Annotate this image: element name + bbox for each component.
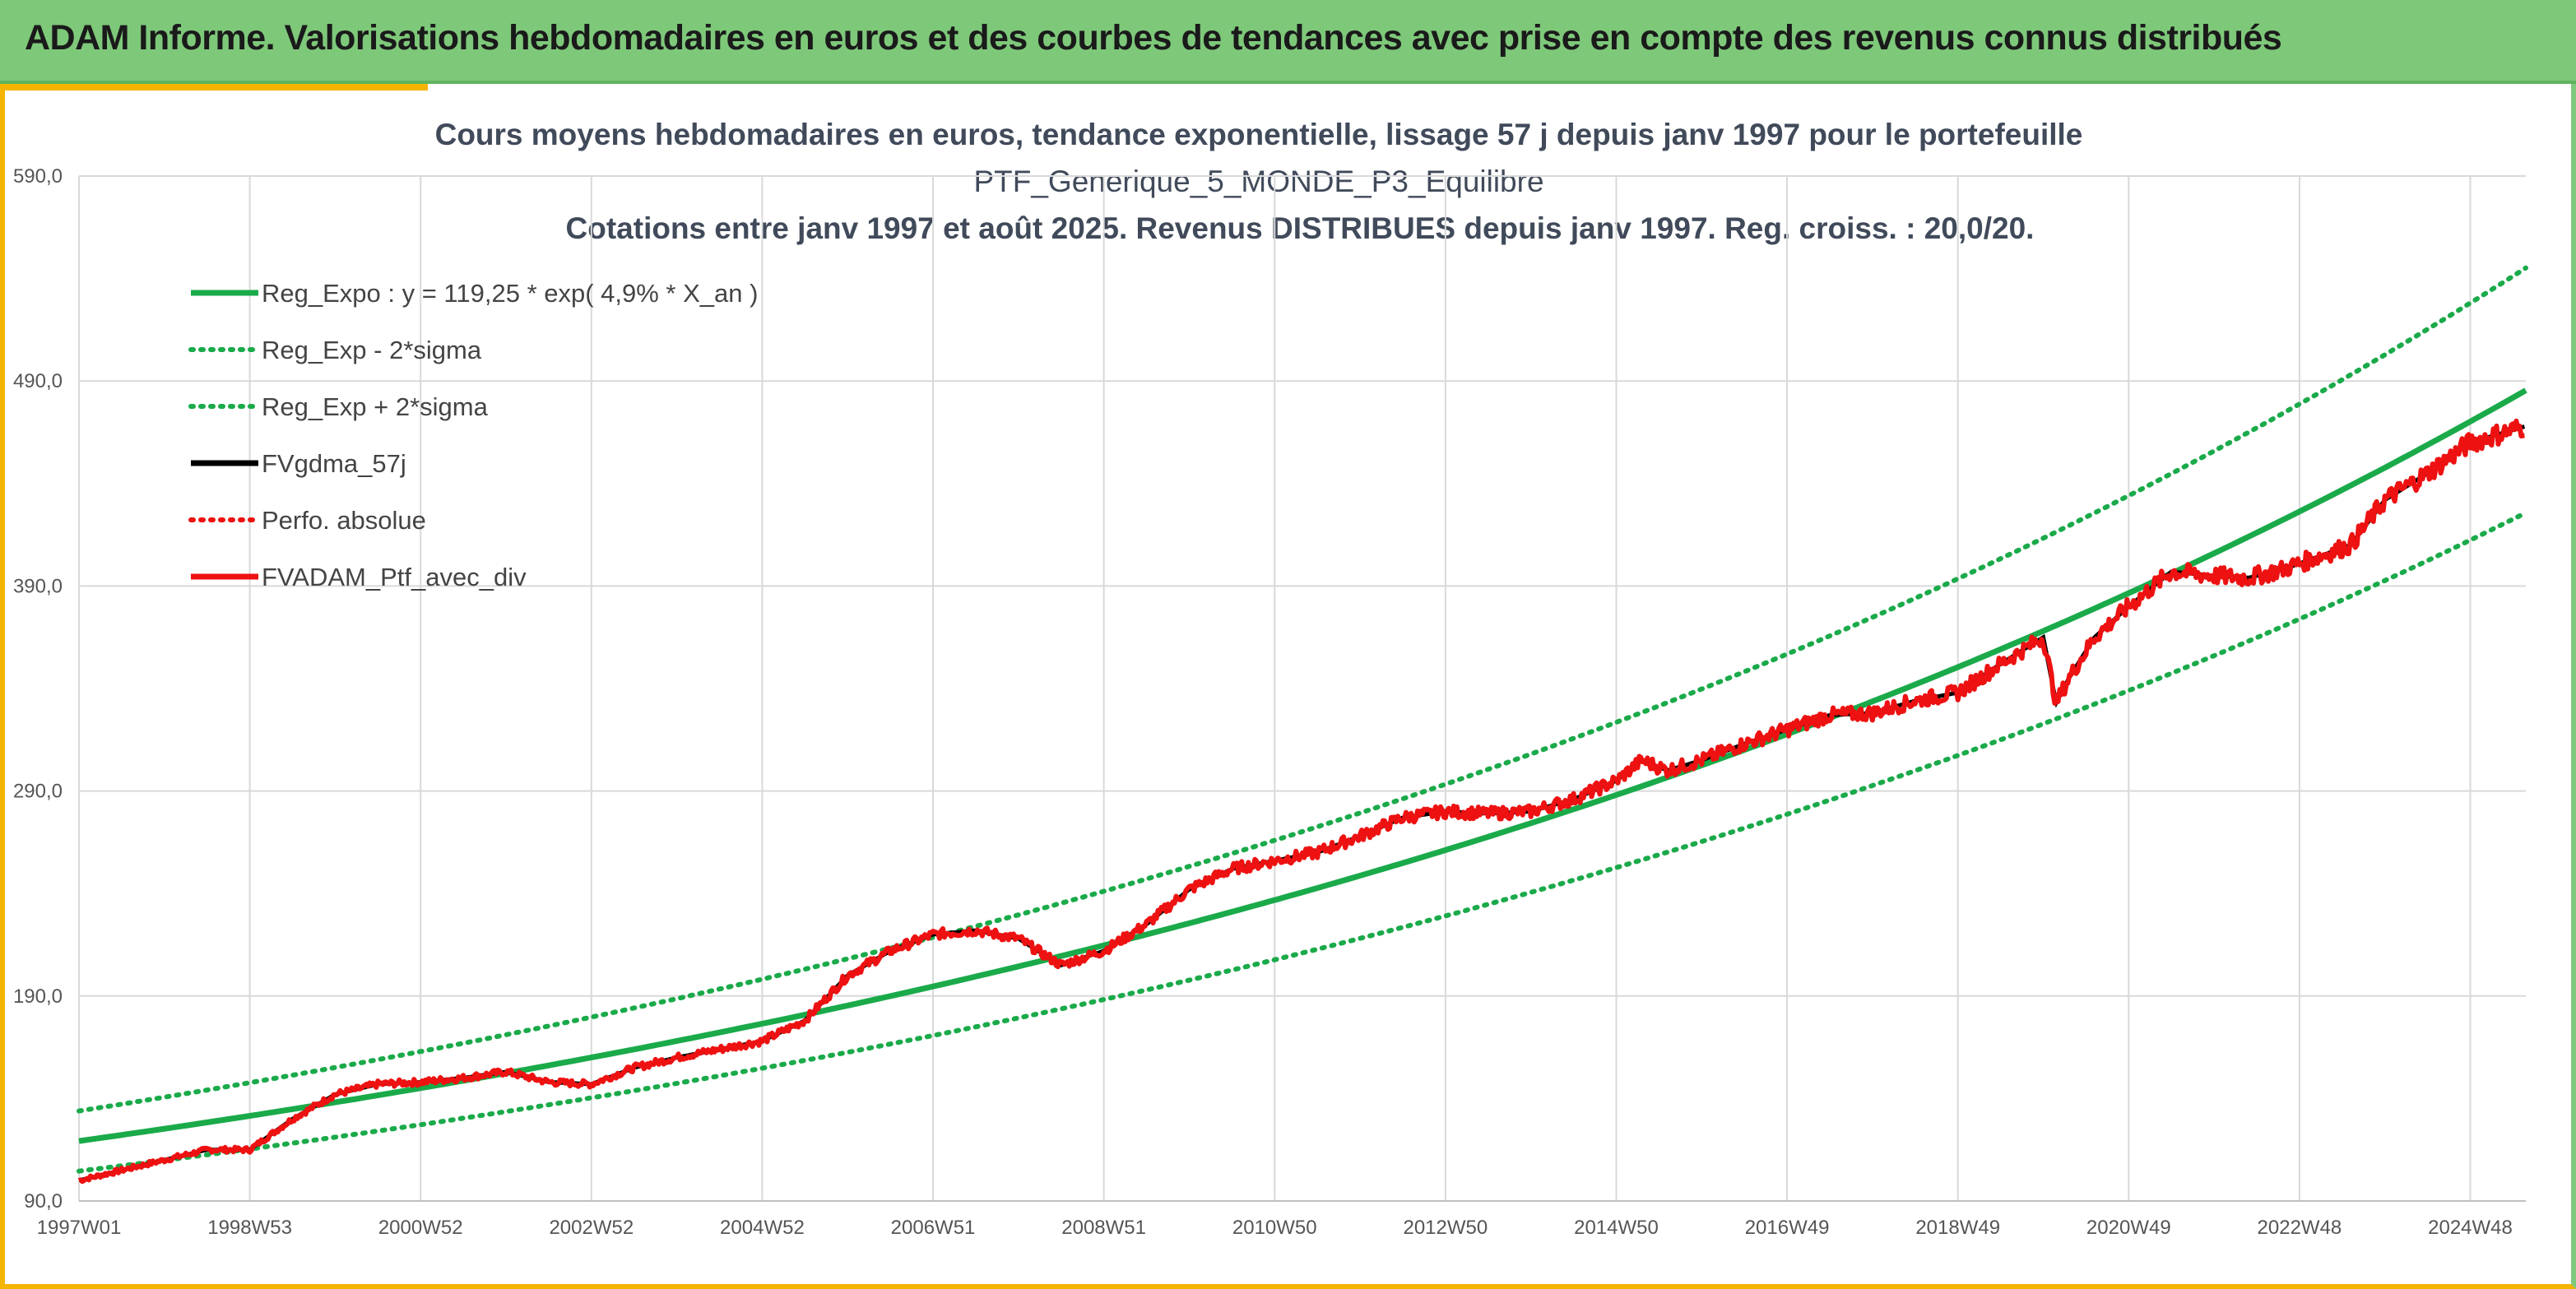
x-tick-label: 2004W52 — [720, 1217, 805, 1239]
x-tick-label: 2024W48 — [2428, 1217, 2513, 1239]
legend-label-ptf: FVADAM_Ptf_avec_div — [262, 563, 527, 591]
x-tick-label: 2018W49 — [1915, 1217, 2000, 1239]
x-tick-label: 2022W48 — [2258, 1217, 2342, 1239]
x-tick-label: 2012W50 — [1403, 1217, 1488, 1239]
chart-titles: Cours moyens hebdomadaires en euros, ten… — [435, 118, 2083, 245]
x-tick-label: 2020W49 — [2086, 1217, 2171, 1239]
chart-subtitle: PTF_Generique_5_MONDE_P3_Equilibre — [973, 165, 1543, 198]
legend-label-ma: FVgdma_57j — [262, 449, 406, 478]
y-tick-label: 290,0 — [13, 781, 63, 803]
chart-title: Cours moyens hebdomadaires en euros, ten… — [435, 118, 2083, 151]
series-ma-line — [78, 424, 2526, 1183]
x-tick-label: 2000W52 — [378, 1217, 463, 1239]
series-reg_high-line — [77, 265, 2528, 1114]
chart: Cours moyens hebdomadaires en euros, ten… — [13, 118, 2528, 1239]
x-tick-label: 1997W01 — [37, 1217, 122, 1239]
x-tick-label: 2006W51 — [891, 1217, 976, 1239]
chart-subtitle-2: Cotations entre janv 1997 et août 2025. … — [566, 211, 2035, 245]
y-axis: 90,0 190,0 290,0 390,0 490,0 590,0 — [13, 165, 63, 1212]
grid — [78, 175, 2526, 1202]
x-tick-label: 2010W50 — [1232, 1217, 1317, 1239]
y-tick-label: 390,0 — [13, 575, 63, 597]
x-axis: 1997W01 1998W53 2000W52 2002W52 2004W52 2006W… — [37, 1200, 2526, 1239]
x-tick-label: 2016W49 — [1745, 1217, 1830, 1239]
page-title: ADAM Informe. Valorisations hebdomadaire… — [25, 18, 2282, 58]
series — [77, 265, 2528, 1185]
y-tick-label: 190,0 — [13, 985, 63, 1008]
legend-label-reg_low: Reg_Exp - 2*sigma — [262, 336, 482, 364]
x-tick-label: 1998W53 — [207, 1217, 292, 1239]
header-bar: ADAM Informe. Valorisations hebdomadaire… — [0, 0, 2576, 84]
legend-label-reg_high: Reg_Exp + 2*sigma — [262, 392, 489, 421]
x-tick-label: 2014W50 — [1574, 1217, 1659, 1239]
series-ptf-line — [77, 418, 2526, 1185]
legend: Reg_Expo : y = 119,25 * exp( 4,9% * X_an… — [188, 279, 758, 591]
y-tick-label: 590,0 — [13, 165, 63, 188]
legend-label-reg: Reg_Expo : y = 119,25 * exp( 4,9% * X_an… — [262, 279, 758, 308]
y-tick-label: 90,0 — [24, 1190, 63, 1212]
series-reg-line — [78, 387, 2527, 1144]
y-tick-label: 490,0 — [13, 370, 63, 392]
header-accent — [0, 84, 428, 90]
series-reg_low-line — [77, 510, 2528, 1174]
x-tick-label: 2002W52 — [549, 1217, 634, 1239]
x-tick-label: 2008W51 — [1061, 1217, 1146, 1239]
legend-label-perfo: Perfo. absolue — [262, 506, 426, 535]
